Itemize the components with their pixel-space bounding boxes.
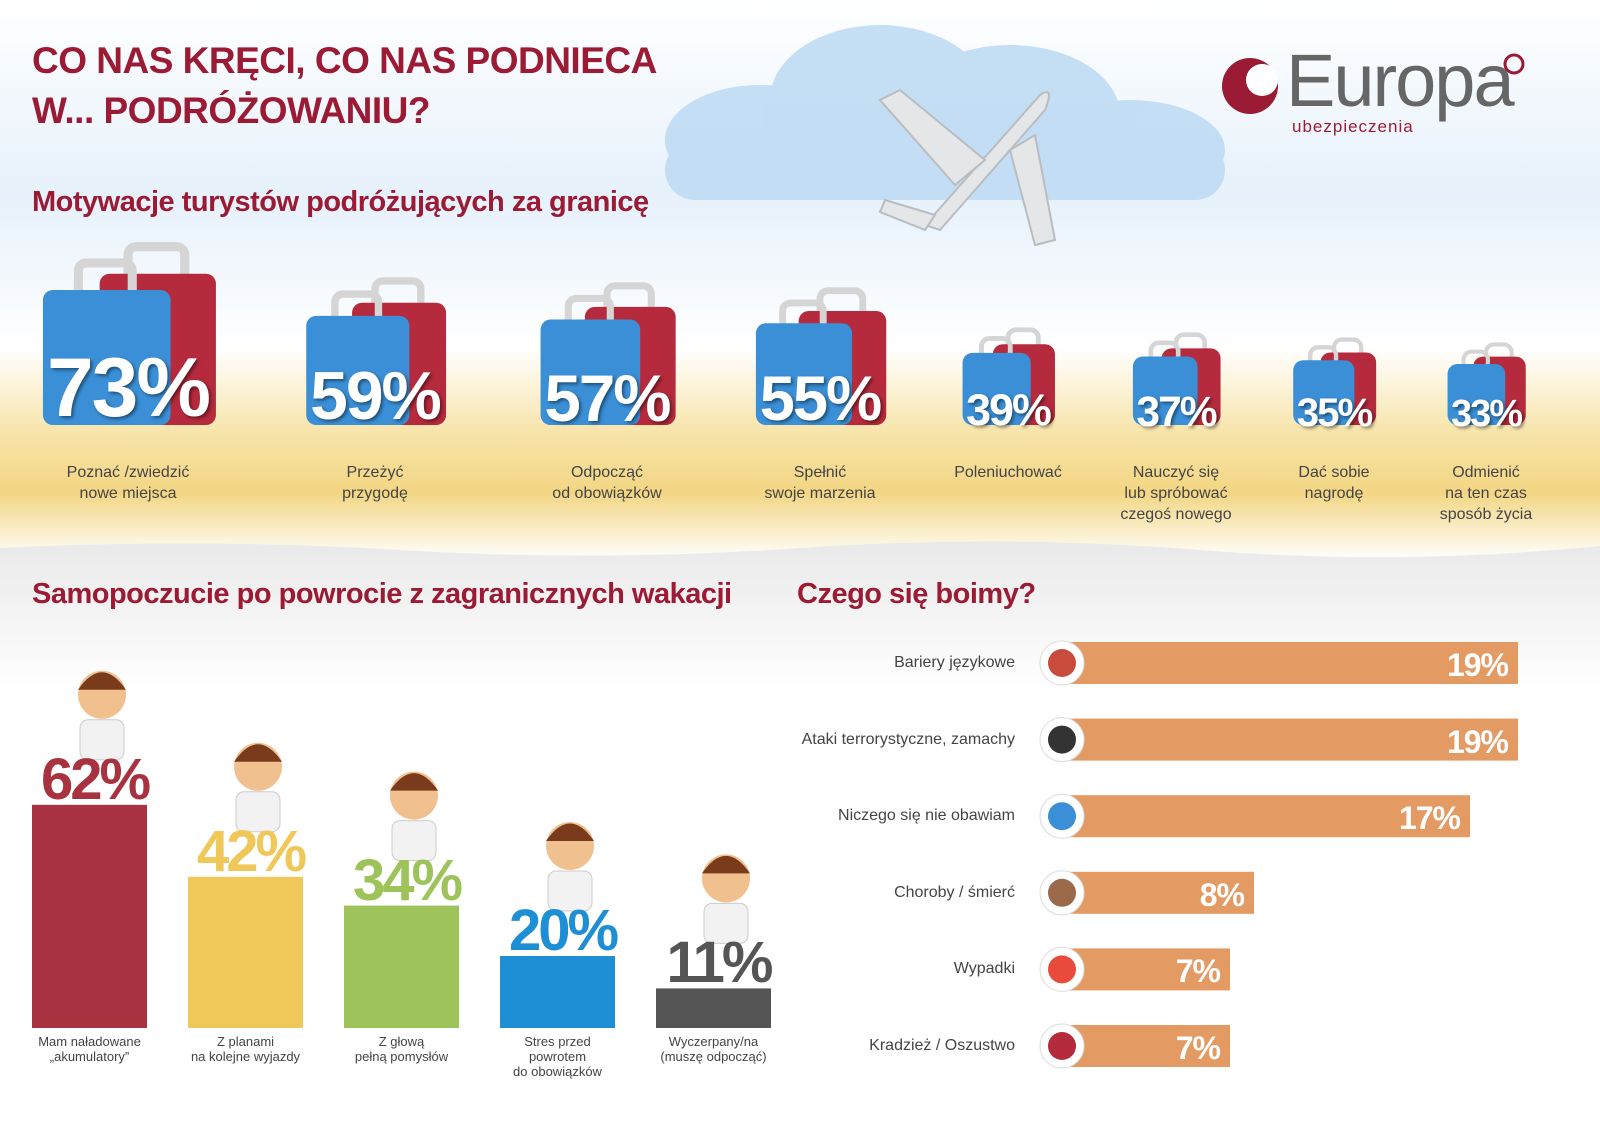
main-title: CO NAS KRĘCI, CO NAS PODNIECA W... PODRÓ… — [32, 40, 657, 131]
suitcase — [306, 315, 410, 425]
logo-mark-inner — [1246, 64, 1278, 96]
category-label: Poznać /zwiedzić nowe miejsca — [66, 464, 190, 502]
bar — [1062, 642, 1518, 684]
category-label: Wyczerpany/na (muszę odpocząć) — [660, 1034, 767, 1064]
value-label: 59% — [310, 359, 442, 435]
airplane — [878, 88, 1057, 247]
person-hair — [702, 855, 750, 874]
bar — [32, 804, 147, 1028]
value-label: 7% — [1175, 1030, 1221, 1066]
category-label: Nauczyć się lub spróbować czegoś nowego — [1120, 464, 1232, 523]
value-label: 7% — [1175, 953, 1221, 990]
bar — [1062, 948, 1230, 991]
value-label: 19% — [1446, 647, 1509, 683]
category-label: Bariery językowe — [894, 654, 1015, 671]
value-label: 42% — [196, 818, 307, 884]
person-hair — [546, 823, 594, 841]
value-label: 55% — [759, 364, 883, 435]
row-icon-inner — [1048, 955, 1076, 984]
category-label: Stres przed powrotem do obowiązków — [513, 1034, 602, 1079]
person-body — [235, 791, 281, 833]
bar — [1062, 1025, 1230, 1067]
row-icon-inner — [1048, 649, 1076, 677]
category-label: Dać sobie nagrodę — [1298, 464, 1370, 502]
category-label: Poleniuchować — [954, 464, 1062, 481]
value-label: 37% — [1136, 387, 1217, 436]
person-body — [79, 719, 125, 761]
bar — [656, 988, 771, 1028]
value-label: 39% — [966, 384, 1052, 436]
value-label: 34% — [352, 847, 463, 913]
suitcase — [1132, 356, 1198, 425]
value-label: 62% — [40, 746, 151, 812]
suitcase — [962, 352, 1031, 425]
category-label: Odmienić na ten czas sposób życia — [1439, 464, 1533, 523]
suitcase — [1293, 360, 1355, 425]
bar — [188, 876, 303, 1028]
row-icon-inner — [1048, 878, 1076, 907]
row-icon-inner — [1048, 802, 1076, 831]
bar — [1062, 871, 1254, 914]
person-hair — [390, 773, 438, 791]
person-body — [391, 820, 437, 862]
section-title: Samopoczucie po powrocie z zagranicznych… — [32, 578, 732, 610]
bar — [1062, 795, 1470, 838]
category-label: Z głową pełną pomysłów — [354, 1034, 449, 1064]
suitcase — [1447, 363, 1506, 425]
category-label: Niczego się nie obawiam — [838, 807, 1015, 825]
bar — [1062, 718, 1518, 761]
person-body — [547, 870, 593, 912]
section-title: Motywacje turystów podróżujących za gran… — [32, 186, 649, 218]
value-label: 33% — [1451, 392, 1523, 435]
person-body — [703, 902, 749, 944]
brand-name: Europa — [1286, 39, 1515, 122]
section-title: Czego się boimy? — [797, 578, 1036, 610]
person-hair — [78, 672, 126, 690]
value-label: 20% — [508, 898, 619, 963]
brand-tagline: ubezpieczenia — [1292, 117, 1414, 136]
category-label: Ataki terrorystyczne, zamachy — [801, 730, 1015, 748]
bar — [344, 905, 459, 1028]
category-label: Z planami na kolejne wyjazdy — [190, 1034, 301, 1064]
category-label: Przeżyć przygodę — [342, 464, 408, 502]
value-label: 57% — [544, 361, 671, 435]
value-label: 35% — [1296, 390, 1374, 436]
category-label: Choroby / śmierć — [894, 883, 1015, 901]
row-icon-inner — [1048, 1032, 1076, 1060]
category-label: Odpocząć od obowiązków — [552, 464, 662, 502]
value-label: 17% — [1398, 800, 1461, 837]
logo-dot — [1503, 53, 1525, 75]
row-icon-inner — [1048, 725, 1076, 754]
value-label: 11% — [666, 930, 774, 996]
category-label: Wypadki — [953, 960, 1015, 978]
value-label: 73% — [47, 339, 211, 434]
person-hair — [234, 744, 282, 762]
clouds — [665, 25, 1225, 200]
category-label: Spełnić swoje marzenia — [764, 464, 876, 502]
suitcase — [755, 323, 853, 425]
suitcase — [42, 289, 171, 425]
category-label: Kradzież / Oszustwo — [869, 1037, 1015, 1054]
value-label: 8% — [1199, 876, 1245, 913]
suitcase — [540, 319, 641, 425]
value-label: 19% — [1446, 723, 1509, 760]
category-label: Mam naładowane „akumulatory” — [38, 1034, 141, 1064]
bar — [500, 956, 615, 1028]
